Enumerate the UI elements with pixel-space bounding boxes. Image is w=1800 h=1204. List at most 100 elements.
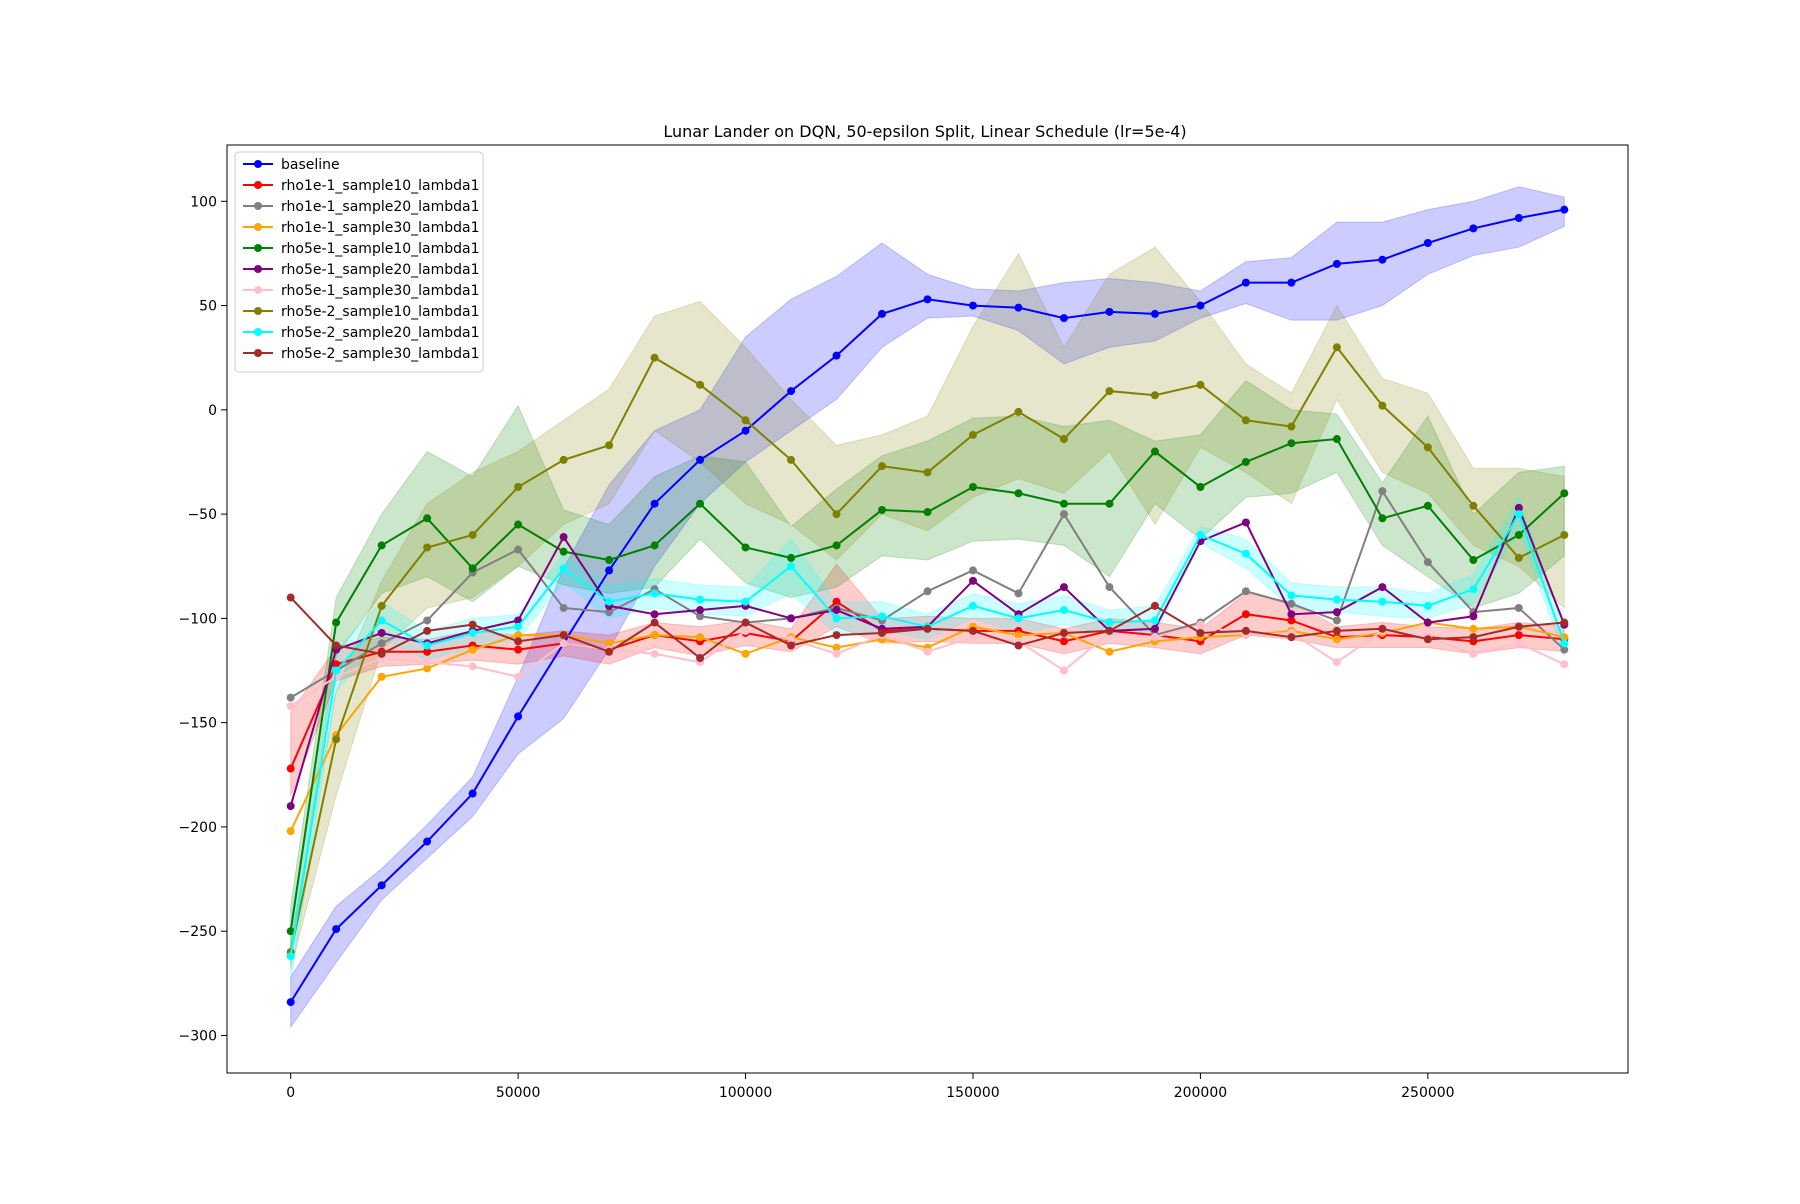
data-point — [1241, 610, 1250, 619]
data-point — [968, 430, 977, 439]
data-point — [468, 564, 477, 573]
data-point — [332, 660, 341, 669]
data-point — [923, 587, 932, 596]
data-point — [1241, 457, 1250, 466]
data-point — [1150, 601, 1159, 610]
data-point — [423, 664, 432, 673]
data-point — [741, 618, 750, 627]
data-point — [1514, 503, 1523, 512]
data-point — [878, 462, 887, 471]
data-point — [468, 789, 477, 798]
data-point — [696, 633, 705, 642]
data-point — [1287, 422, 1296, 431]
data-point — [514, 631, 523, 640]
data-point — [377, 639, 386, 648]
legend-label: rho5e-1_sample30_lambda1 — [281, 283, 480, 299]
legend-item: rho5e-2_sample30_lambda1 — [243, 346, 480, 362]
data-point — [1105, 387, 1114, 396]
data-point — [1287, 599, 1296, 608]
x-tick-label: 200000 — [1174, 1085, 1227, 1101]
data-point — [423, 647, 432, 656]
data-point — [1560, 645, 1569, 654]
data-point — [332, 925, 341, 934]
data-point — [832, 510, 841, 519]
data-point — [468, 645, 477, 654]
band-baseline — [290, 186, 1565, 1029]
data-point — [1241, 626, 1250, 635]
data-point — [1332, 616, 1341, 625]
legend-label: rho5e-2_sample30_lambda1 — [281, 346, 480, 362]
data-point — [741, 426, 750, 435]
data-point — [377, 616, 386, 625]
data-point — [332, 666, 341, 675]
legend-swatch-marker — [254, 223, 262, 231]
data-point — [968, 626, 977, 635]
data-point — [1196, 380, 1205, 389]
data-point — [1105, 618, 1114, 627]
data-point — [741, 649, 750, 658]
data-point — [1378, 487, 1387, 496]
data-point — [423, 641, 432, 650]
data-point — [832, 541, 841, 550]
data-point — [1378, 597, 1387, 606]
data-point — [468, 620, 477, 629]
data-point — [332, 735, 341, 744]
data-point — [377, 649, 386, 658]
data-point — [1423, 558, 1432, 567]
data-point — [1059, 583, 1068, 592]
data-point — [968, 633, 977, 642]
data-point — [968, 566, 977, 575]
legend-label: rho1e-1_sample10_lambda1 — [281, 178, 480, 194]
data-point — [696, 380, 705, 389]
legend-swatch-marker — [254, 349, 262, 357]
data-point — [1059, 606, 1068, 615]
data-point — [923, 624, 932, 633]
data-point — [1560, 660, 1569, 669]
data-point — [878, 628, 887, 637]
data-point — [1423, 239, 1432, 248]
chart-title: Lunar Lander on DQN, 50-epsilon Split, L… — [663, 122, 1186, 141]
data-point — [1059, 314, 1068, 323]
data-point — [423, 616, 432, 625]
legend-swatch-marker — [254, 328, 262, 336]
data-point — [787, 387, 796, 396]
data-point — [1469, 624, 1478, 633]
legend-label: rho1e-1_sample20_lambda1 — [281, 199, 480, 215]
data-point — [1150, 616, 1159, 625]
data-point — [787, 635, 796, 644]
data-point — [1059, 666, 1068, 675]
data-point — [832, 631, 841, 640]
data-point — [696, 612, 705, 621]
data-point — [514, 520, 523, 529]
data-point — [968, 601, 977, 610]
data-point — [1469, 224, 1478, 233]
data-point — [514, 645, 523, 654]
data-point — [1469, 633, 1478, 642]
series-rho5e-2_sample10_lambda1 — [286, 343, 1569, 957]
data-point — [1378, 514, 1387, 523]
data-point — [1423, 501, 1432, 510]
data-point — [1560, 530, 1569, 539]
data-point — [1059, 435, 1068, 444]
legend-item: rho5e-2_sample20_lambda1 — [243, 325, 480, 341]
legend-label: rho5e-2_sample20_lambda1 — [281, 325, 480, 341]
data-point — [1105, 307, 1114, 316]
data-point — [605, 608, 614, 617]
legend-swatch-marker — [254, 181, 262, 189]
legend-label: rho5e-2_sample10_lambda1 — [281, 304, 480, 320]
data-point — [1378, 401, 1387, 410]
band-rho5e-1_sample10_lambda1 — [290, 379, 1565, 957]
data-point — [605, 639, 614, 648]
data-point — [514, 545, 523, 554]
data-point — [1560, 489, 1569, 498]
data-point — [787, 553, 796, 562]
data-point — [1196, 628, 1205, 637]
data-point — [1241, 278, 1250, 287]
data-point — [377, 881, 386, 890]
data-point — [650, 631, 659, 640]
data-point — [1287, 278, 1296, 287]
data-point — [514, 637, 523, 646]
data-point — [1059, 628, 1068, 637]
data-point — [1332, 259, 1341, 268]
data-point — [696, 606, 705, 615]
